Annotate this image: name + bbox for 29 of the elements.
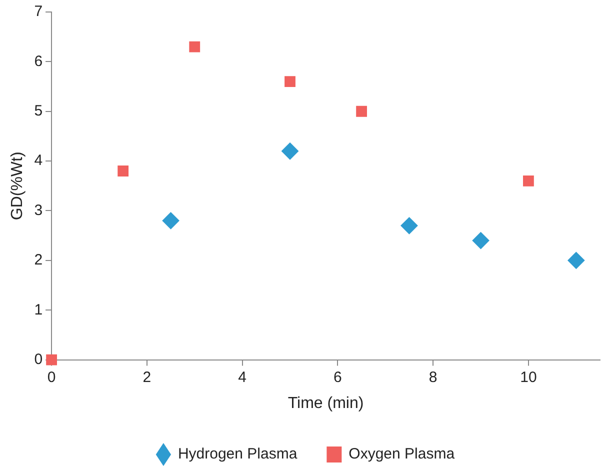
x-tick-label: 4	[238, 368, 246, 386]
x-tick-label: 2	[142, 368, 152, 386]
point	[472, 232, 490, 250]
point	[400, 217, 418, 234]
y-tick-label: 1	[34, 301, 43, 318]
y-tick-label: 4	[34, 152, 43, 170]
y-tick-label: 7	[34, 3, 43, 20]
y-tick-label: 5	[34, 102, 43, 120]
legend-label: Hydrogen Plasma	[178, 446, 298, 463]
y-tick-label: 0	[34, 350, 43, 368]
x-tick-label: 10	[520, 368, 537, 386]
point	[356, 106, 367, 117]
point	[282, 142, 298, 160]
point	[46, 354, 57, 366]
y-axis-title: GD(%Wt)	[9, 152, 26, 220]
point	[189, 41, 200, 52]
point	[284, 76, 296, 88]
y-tick-label: 3	[34, 202, 43, 219]
legend-label: Oxygen Plasma	[348, 446, 456, 463]
x-tick-label: 8	[428, 368, 438, 386]
x-tick-label: 0	[47, 368, 56, 386]
point	[523, 175, 534, 186]
point	[568, 252, 585, 269]
x-axis-title: Time (min)	[288, 394, 364, 412]
point	[118, 166, 129, 176]
point	[162, 212, 180, 230]
y-tick-label: 6	[34, 52, 43, 70]
x-tick-label: 6	[334, 368, 342, 386]
y-tick-label: 2	[34, 252, 43, 269]
